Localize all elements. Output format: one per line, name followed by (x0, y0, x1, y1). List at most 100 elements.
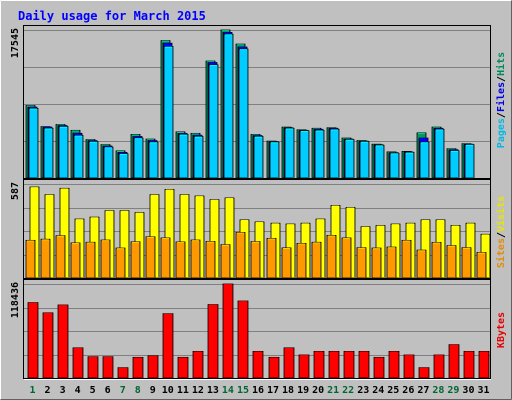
day-label-1: 1 (30, 385, 36, 396)
day-label-27: 27 (417, 385, 429, 396)
day-label-22: 22 (342, 385, 354, 396)
bar-sites-day-5 (85, 241, 96, 279)
bar-sites-day-17 (266, 238, 277, 279)
bar-kbytes-day-27 (418, 367, 430, 379)
bar-kbytes-day-7 (117, 367, 129, 379)
day-label-20: 20 (312, 385, 324, 396)
bar-kbytes-day-23 (358, 351, 370, 379)
bar-sites-day-15 (235, 232, 246, 279)
bar-pages-day-25 (389, 152, 400, 179)
bar-sites-day-23 (356, 247, 367, 279)
bar-pages-day-11 (178, 134, 189, 179)
legend-sites: Sites (495, 238, 507, 268)
bar-pages-day-6 (103, 146, 114, 179)
bar-pages-day-19 (299, 130, 310, 179)
bar-kbytes-day-14 (222, 283, 234, 379)
bar-kbytes-day-15 (237, 300, 249, 379)
bar-sites-day-11 (175, 241, 186, 279)
bar-pages-day-28 (434, 128, 445, 179)
bar-sites-day-7 (115, 247, 126, 279)
bar-sites-day-14 (220, 244, 231, 279)
bar-kbytes-day-17 (268, 356, 280, 379)
bar-kbytes-day-20 (313, 351, 325, 379)
legend-separator: / (496, 112, 507, 118)
panel-legend-label: Sites/Visits (495, 196, 507, 268)
bar-kbytes-day-5 (87, 356, 99, 379)
bar-kbytes-day-10 (162, 313, 174, 379)
chart-title: Daily usage for March 2015 (18, 9, 206, 23)
day-label-23: 23 (357, 385, 369, 396)
bar-sites-day-28 (431, 242, 442, 279)
bar-sites-day-21 (326, 235, 337, 279)
bar-pages-day-14 (223, 33, 234, 179)
bar-pages-day-12 (193, 136, 204, 179)
bar-pages-day-3 (58, 126, 69, 179)
bar-kbytes-day-11 (177, 356, 189, 379)
bar-sites-day-22 (341, 237, 352, 279)
bar-pages-day-7 (118, 153, 129, 179)
day-label-25: 25 (387, 385, 399, 396)
day-label-10: 10 (162, 385, 174, 396)
bar-pages-day-9 (148, 141, 159, 179)
chart-panels: 17545Pages/Files/Hits587Sites/Visits1184… (10, 25, 507, 380)
bar-pages-day-13 (208, 64, 219, 179)
day-label-31: 31 (477, 385, 489, 396)
bar-sites-day-25 (386, 246, 397, 279)
bar-sites-day-4 (70, 242, 81, 279)
bar-sites-day-13 (205, 241, 216, 279)
series-pages (28, 33, 475, 179)
bar-sites-day-6 (100, 239, 111, 279)
bar-sites-day-18 (281, 247, 292, 279)
bar-sites-day-2 (40, 238, 51, 279)
bar-kbytes-day-31 (478, 351, 490, 379)
bar-pages-day-22 (344, 139, 355, 179)
day-label-3: 3 (60, 385, 66, 396)
bar-kbytes-day-8 (132, 356, 144, 379)
panel-middle: 587 Sites/Visits (10, 179, 507, 280)
bar-sites-day-3 (55, 235, 66, 279)
bar-pages-day-2 (43, 127, 54, 179)
bar-kbytes-day-12 (192, 351, 204, 379)
legend-pages: Pages (496, 118, 507, 148)
day-label-8: 8 (135, 385, 141, 396)
bar-sites-day-31 (476, 252, 487, 279)
bar-pages-day-10 (163, 46, 174, 179)
bar-sites-day-10 (160, 237, 171, 279)
bar-kbytes-day-6 (102, 356, 114, 379)
bar-pages-day-4 (73, 135, 84, 179)
bar-sites-day-8 (130, 241, 141, 279)
legend-hits: Hits (495, 52, 507, 76)
bar-sites-day-12 (190, 239, 201, 279)
day-label-28: 28 (432, 385, 444, 396)
day-label-13: 13 (207, 385, 219, 396)
bar-kbytes-day-29 (448, 344, 460, 379)
bar-pages-day-29 (449, 150, 460, 179)
series-sites (25, 232, 487, 279)
bar-kbytes-day-2 (42, 312, 54, 379)
bar-kbytes-day-22 (343, 351, 355, 379)
bar-pages-day-21 (329, 128, 340, 179)
bar-sites-day-26 (401, 239, 412, 279)
bar-pages-day-16 (253, 136, 264, 179)
bar-pages-day-20 (314, 129, 325, 179)
bar-pages-day-23 (359, 141, 370, 179)
legend-visits: Visits (495, 196, 507, 232)
day-label-7: 7 (120, 385, 126, 396)
day-label-24: 24 (372, 385, 384, 396)
bar-pages-day-30 (464, 144, 475, 179)
day-label-18: 18 (282, 385, 294, 396)
bar-sites-day-29 (446, 245, 457, 279)
bar-kbytes-day-19 (298, 354, 310, 379)
day-label-16: 16 (252, 385, 264, 396)
day-label-26: 26 (402, 385, 414, 396)
panel-bottom: 118436 KBytes (10, 279, 507, 380)
day-label-9: 9 (150, 385, 156, 396)
bar-sites-day-9 (145, 236, 156, 279)
bar-sites-day-20 (311, 241, 322, 279)
bar-kbytes-day-1 (27, 302, 39, 379)
bar-kbytes-day-26 (403, 354, 415, 379)
day-label-15: 15 (237, 385, 249, 396)
bar-pages-day-5 (88, 141, 99, 179)
panel-max-label: 587 (10, 182, 21, 200)
